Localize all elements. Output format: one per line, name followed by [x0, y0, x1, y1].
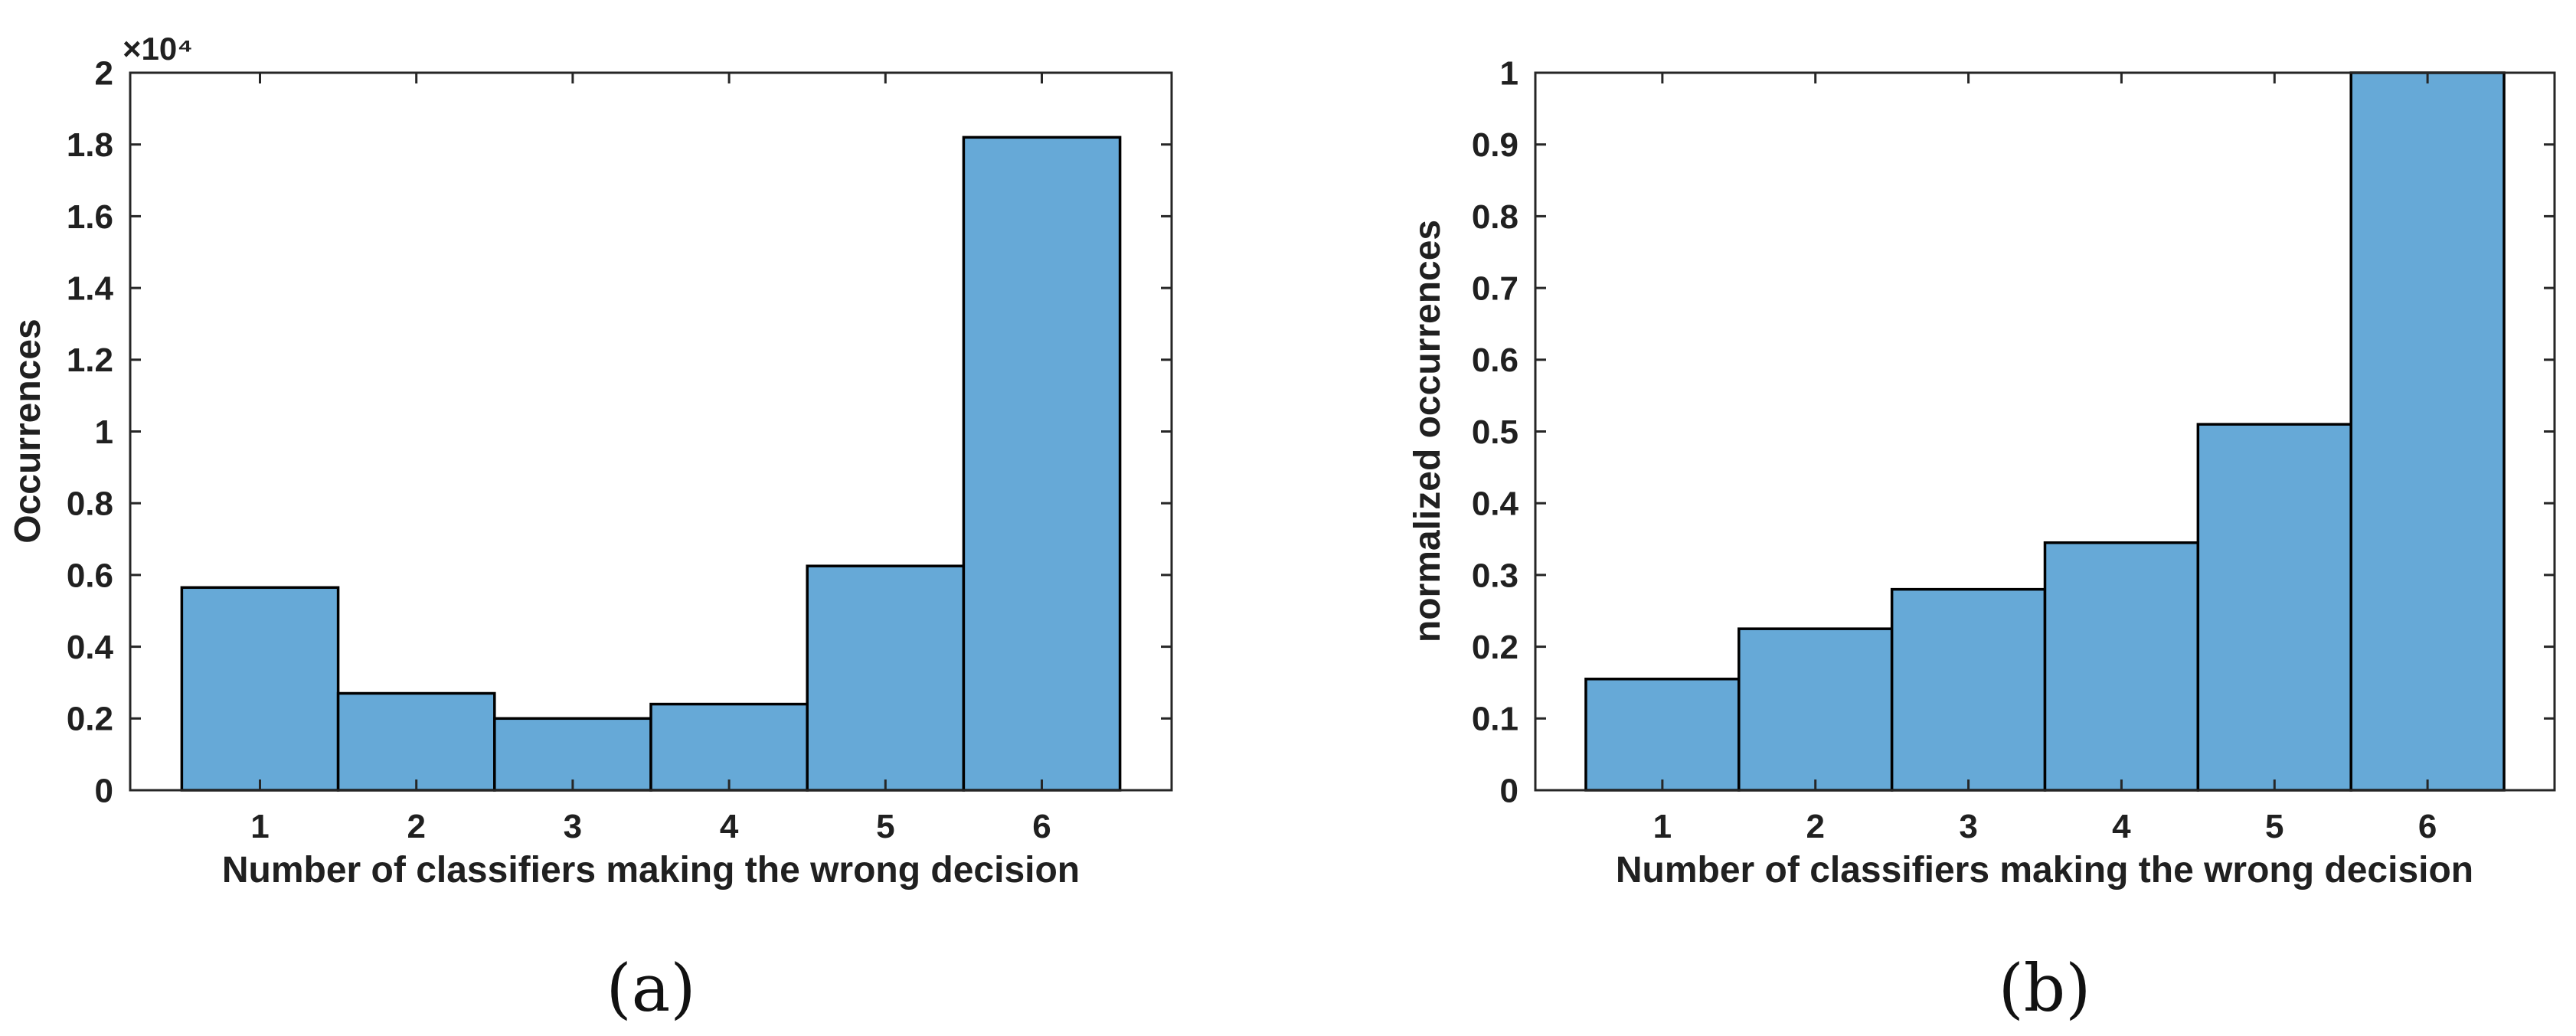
- y-tick-label: 0.4: [1472, 485, 1519, 523]
- y-tick-label: 0.7: [1472, 270, 1518, 308]
- histogram-bar: [1737, 627, 1894, 792]
- y-tick-label: 0.9: [1472, 126, 1518, 164]
- y-tick-label: 2: [95, 54, 113, 92]
- y-tick-label: 0.8: [67, 485, 113, 523]
- x-tick-label: 2: [1806, 808, 1824, 845]
- x-tick-label: 2: [407, 808, 425, 845]
- y-tick-label: 0: [1500, 772, 1518, 809]
- plot-area-a: 1 2 3 4 5 6 0 0.2 0.4 0.6 0.8 1 1.2 1.4 1.6 1.8 2: [67, 54, 1173, 845]
- y-tick-label: 0.1: [1472, 701, 1518, 738]
- y-tick-label: 0.8: [1472, 198, 1518, 236]
- y-tick-label: 0.3: [1472, 557, 1518, 594]
- x-tick-label: 4: [720, 808, 739, 845]
- y-axis-multiplier-a: ×10⁴: [123, 31, 193, 67]
- plot-area-b: 1 2 3 4 5 6 0 0.1 0.2 0.3 0.4 0.5 0.6 0.7 0.8 0.9 1: [1472, 54, 2556, 845]
- histogram-bar: [2043, 541, 2200, 792]
- histogram-bar: [649, 702, 809, 792]
- caption-b: (b): [1999, 951, 2091, 1027]
- y-axis-label-a: Occurrences: [8, 319, 48, 544]
- y-tick-label: 0.6: [1472, 342, 1518, 379]
- histogram-bar: [1890, 587, 2047, 792]
- x-tick-label: 5: [2265, 808, 2283, 845]
- x-tick-label: 3: [1959, 808, 1977, 845]
- histogram-bar: [2349, 71, 2506, 792]
- histogram-bar: [336, 691, 496, 792]
- histogram-bar: [493, 717, 652, 792]
- chart-a: 1 2 3 4 5 6 0 0.2 0.4 0.6 0.8 1 1.2 1.4 1.6 1.8 2 ×10⁴ O…: [8, 31, 1173, 1027]
- x-tick-label: 3: [564, 808, 582, 845]
- x-tick-label: 4: [2112, 808, 2131, 845]
- y-tick-label: 0.6: [67, 557, 113, 594]
- y-tick-label: 0.4: [67, 629, 114, 666]
- x-tick-label: 6: [2418, 808, 2437, 845]
- y-tick-label: 1: [1500, 54, 1518, 92]
- x-tick-label: 1: [250, 808, 269, 845]
- x-axis-label-b: Number of classifiers making the wrong d…: [1616, 850, 2473, 891]
- x-tick-label: 5: [876, 808, 894, 845]
- histogram-bar: [2196, 423, 2352, 792]
- caption-a: (a): [606, 951, 696, 1027]
- histogram-bar: [180, 586, 340, 792]
- y-tick-label: 1.4: [67, 270, 114, 308]
- y-tick-label: 1: [95, 413, 113, 451]
- y-tick-label: 0.2: [1472, 629, 1518, 666]
- histogram-bar: [806, 564, 966, 792]
- histogram-bar: [1584, 678, 1741, 792]
- x-tick-label: 1: [1653, 808, 1672, 845]
- y-tick-label: 0.2: [67, 701, 113, 738]
- y-tick-label: 1.2: [67, 342, 113, 379]
- y-axis-label-b: normalized occurrences: [1407, 220, 1448, 642]
- x-tick-label: 6: [1032, 808, 1051, 845]
- y-tick-label: 0.5: [1472, 413, 1518, 451]
- y-tick-label: 0: [95, 772, 113, 809]
- chart-b: 1 2 3 4 5 6 0 0.1 0.2 0.3 0.4 0.5 0.6 0.7 0.8 0.9 1 norm…: [1407, 54, 2556, 1027]
- histogram-bar: [962, 136, 1122, 792]
- y-tick-label: 1.8: [67, 126, 113, 164]
- y-tick-label: 1.6: [67, 198, 113, 236]
- x-axis-label-a: Number of classifiers making the wrong d…: [222, 850, 1080, 891]
